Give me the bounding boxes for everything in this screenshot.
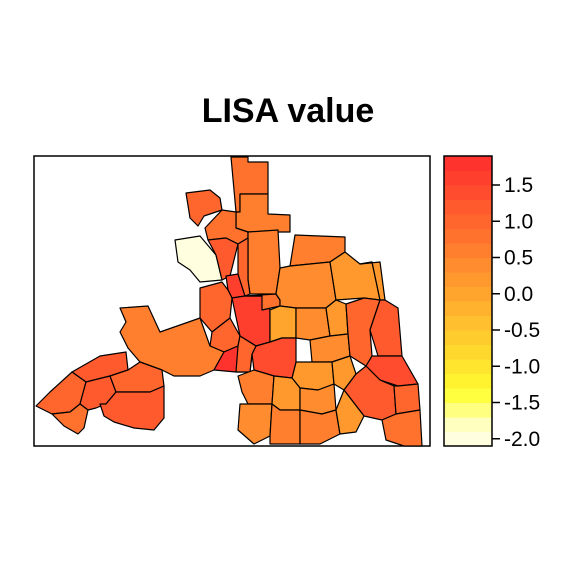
color-legend: 1.5 1.0 0.5 0.0 -0.5 -1.0 -1.5 -2.0	[443, 155, 540, 451]
legend-color-band	[444, 228, 492, 244]
legend-color-band	[444, 373, 492, 389]
legend-tick-label: -1.0	[504, 355, 540, 378]
legend-color-band	[444, 257, 492, 273]
legend-color-band	[444, 170, 492, 186]
map-region[interactable]	[335, 389, 365, 435]
map-region[interactable]	[237, 237, 251, 297]
map-region[interactable]	[393, 383, 421, 415]
legend-color-band	[444, 185, 492, 200]
legend-color-band	[444, 344, 492, 360]
legend-tick-label: -1.5	[504, 392, 540, 415]
legend-color-band	[444, 330, 492, 345]
legend-color-band	[444, 286, 492, 302]
legend-color-band	[444, 417, 492, 432]
legend-color-band	[444, 315, 492, 331]
map-region[interactable]	[51, 403, 89, 435]
legend-tick-label: -0.5	[504, 319, 540, 342]
legend-tick-label: 0.5	[504, 247, 533, 270]
legend-color-band	[444, 388, 492, 403]
legend-color-band	[444, 402, 492, 418]
legend-tick-label: 1.0	[504, 210, 533, 233]
legend-color-band	[444, 156, 492, 171]
map-region[interactable]	[119, 305, 225, 377]
map-region[interactable]	[325, 299, 349, 337]
legend-color-band	[444, 359, 492, 374]
legend-frame	[443, 155, 493, 447]
map-region[interactable]	[185, 189, 223, 227]
map-region[interactable]	[99, 385, 165, 431]
legend-color-band	[444, 301, 492, 316]
legend-tick-label: 0.0	[504, 283, 533, 306]
map-region[interactable]	[174, 235, 223, 283]
legend-tick-label: -2.0	[504, 428, 540, 451]
legend-color-band	[444, 214, 492, 229]
map-regions	[35, 156, 423, 447]
map-region[interactable]	[269, 305, 297, 343]
legend-color-band	[444, 199, 492, 215]
legend-color-band	[444, 243, 492, 258]
legend-color-band	[444, 431, 492, 447]
map-region[interactable]	[295, 307, 331, 341]
legend-ticks: 1.5 1.0 0.5 0.0 -0.5 -1.0 -1.5 -2.0	[492, 174, 540, 451]
map-region[interactable]	[247, 229, 281, 295]
map-region[interactable]	[275, 261, 337, 309]
legend-color-bands	[444, 156, 492, 447]
legend-tick-label: 1.5	[504, 174, 533, 197]
legend-color-band	[444, 272, 492, 287]
map-region[interactable]	[269, 403, 301, 445]
map-region[interactable]	[381, 409, 423, 447]
map-region[interactable]	[199, 281, 233, 333]
plot-title: LISA value	[201, 92, 375, 130]
